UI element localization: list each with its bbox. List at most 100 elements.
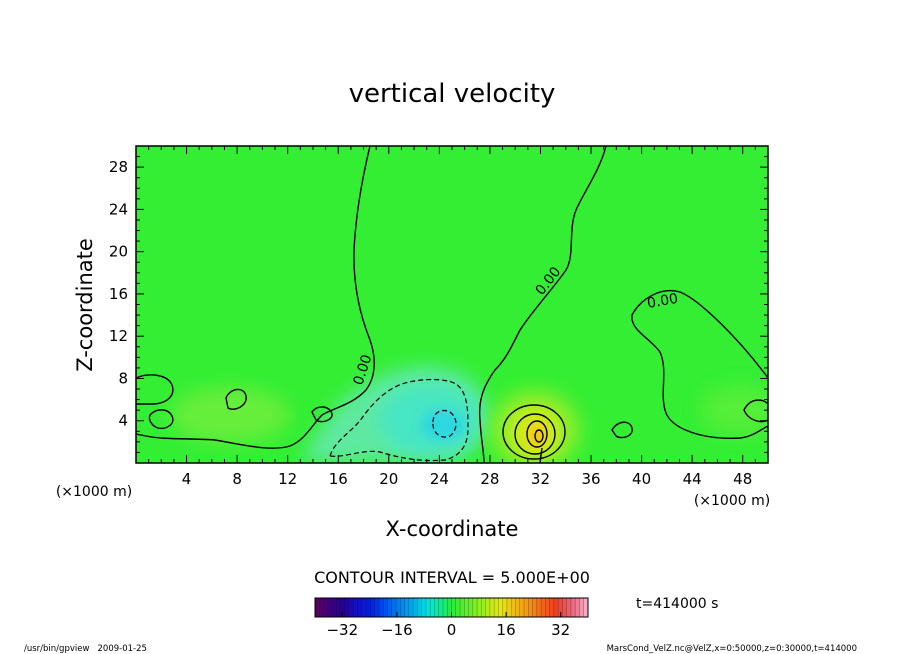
colorbar-cell	[319, 598, 324, 617]
colorbar-cell	[434, 598, 440, 617]
footer-right: MarsCond_VelZ.nc@VelZ,x=0:50000,z=0:3000…	[607, 644, 857, 654]
x-tick-label: 32	[531, 470, 550, 488]
colorbar-cell	[353, 598, 358, 617]
colorbar-cell	[361, 598, 367, 617]
updraft-contour-inner	[526, 420, 548, 448]
colorbar-tick-label: −32	[326, 621, 358, 639]
colorbar-cell	[562, 598, 567, 617]
x-tick-label: 12	[278, 470, 297, 488]
x-tick-label: 4	[182, 470, 192, 488]
contour-loop-e-1	[611, 421, 633, 439]
colorbar-cell	[566, 598, 572, 617]
plot-area: 0.00 0.00 0.00	[136, 146, 768, 463]
colorbar-cell	[332, 598, 337, 617]
x-tick-label: 16	[329, 470, 348, 488]
y-tick-label: 16	[109, 285, 128, 303]
contour-loop-e-2	[743, 399, 768, 423]
y-tick-label: 20	[109, 243, 128, 261]
colorbar-cell	[404, 598, 410, 617]
colorbar-cell	[383, 598, 388, 617]
colorbar-cell	[327, 598, 333, 617]
weak-updraft-east	[700, 385, 768, 435]
x-tick-label: 20	[379, 470, 398, 488]
colorbar-cell	[549, 598, 555, 617]
colorbar-cell	[413, 598, 418, 617]
colorbar-cell	[396, 598, 401, 617]
y-axis-label: Z-coordinate	[73, 238, 97, 372]
updraft-contour-peak	[534, 429, 544, 443]
colorbar-cell	[447, 598, 452, 617]
colorbar-cell	[502, 598, 508, 617]
colorbar-cell	[541, 598, 546, 617]
colorbar-cell	[438, 598, 444, 617]
colorbar-cell	[545, 598, 550, 617]
colorbar-cell	[408, 598, 414, 617]
weak-updraft-west	[170, 387, 290, 443]
zero-contour-central	[478, 146, 607, 463]
colorbar-cell	[489, 598, 495, 617]
colorbar-cell	[472, 598, 478, 617]
colorbar-cell	[575, 598, 580, 617]
colorbar-cell	[430, 598, 435, 617]
colorbar-cell	[498, 598, 503, 617]
colorbar-cell	[532, 598, 538, 617]
negative-contour-inner	[432, 409, 457, 438]
x-tick-label: 8	[232, 470, 242, 488]
colorbar-cell	[357, 598, 363, 617]
colorbar-cell	[323, 598, 329, 617]
contour-loop-sw-3	[148, 409, 174, 430]
x-tick-label: 36	[581, 470, 600, 488]
colorbar-cell	[464, 598, 469, 617]
x-tick-label: 40	[632, 470, 651, 488]
colorbar-cell	[455, 598, 461, 617]
colorbar-cell	[417, 598, 422, 617]
zero-contour-east	[631, 289, 768, 439]
y-tick-label: 24	[109, 200, 128, 218]
colorbar-cell	[583, 598, 589, 617]
contour-loop-sw-4	[311, 406, 333, 423]
colorbar-cell	[528, 598, 533, 617]
colorbar-cell	[391, 598, 397, 617]
updraft-contour-middle	[514, 413, 556, 455]
x-axis: 4 8 12 16 20 24 28 32 36 40 44 48	[148, 146, 756, 488]
x-tick-label: 44	[683, 470, 702, 488]
colorbar-cell	[336, 598, 341, 617]
colorbar-cell	[370, 598, 376, 617]
y-axis: 4 8 12 16 20 24 28	[109, 156, 768, 453]
downdraft-core	[421, 409, 465, 441]
colorbar-cell	[400, 598, 405, 617]
y-tick-label: 4	[118, 412, 128, 430]
y-unit-label: (×1000 m)	[56, 484, 132, 500]
y-tick-label: 28	[109, 158, 128, 176]
updraft-contour-outer	[502, 404, 566, 460]
colorbar-cell	[558, 598, 563, 617]
colorbar-cell	[570, 598, 576, 617]
contour-lines	[136, 146, 768, 463]
x-axis-label: X-coordinate	[386, 517, 519, 541]
colorbar-cell	[315, 598, 320, 617]
colorbar-cell	[519, 598, 525, 617]
colorbar-tick-label: −16	[381, 621, 413, 639]
contour-interval: CONTOUR INTERVAL = 5.000E+00	[314, 568, 590, 587]
colorbar-cell	[387, 598, 393, 617]
colorbar-cell	[477, 598, 482, 617]
chart-title: vertical velocity	[349, 79, 556, 109]
colorbar-cell	[506, 598, 512, 617]
x-tick-label: 28	[480, 470, 499, 488]
x-tick-label: 24	[430, 470, 449, 488]
colorbar-cell	[468, 598, 474, 617]
colorbar-cell	[553, 598, 559, 617]
colorbar-cell	[349, 598, 354, 617]
colorbar-cell	[511, 598, 516, 617]
field-shading	[170, 366, 768, 463]
colorbar-cell	[366, 598, 371, 617]
colorbar-cell	[536, 598, 542, 617]
zero-contour-west	[136, 146, 375, 449]
time-label: t=414000 s	[636, 596, 718, 612]
colorbar-cell	[515, 598, 521, 617]
contour-loop-sw-2	[225, 388, 247, 410]
colorbar-cell	[421, 598, 427, 617]
colorbar-tick-label: 32	[551, 621, 570, 639]
colorbar: −32 −16 0 16 32	[314, 597, 589, 639]
